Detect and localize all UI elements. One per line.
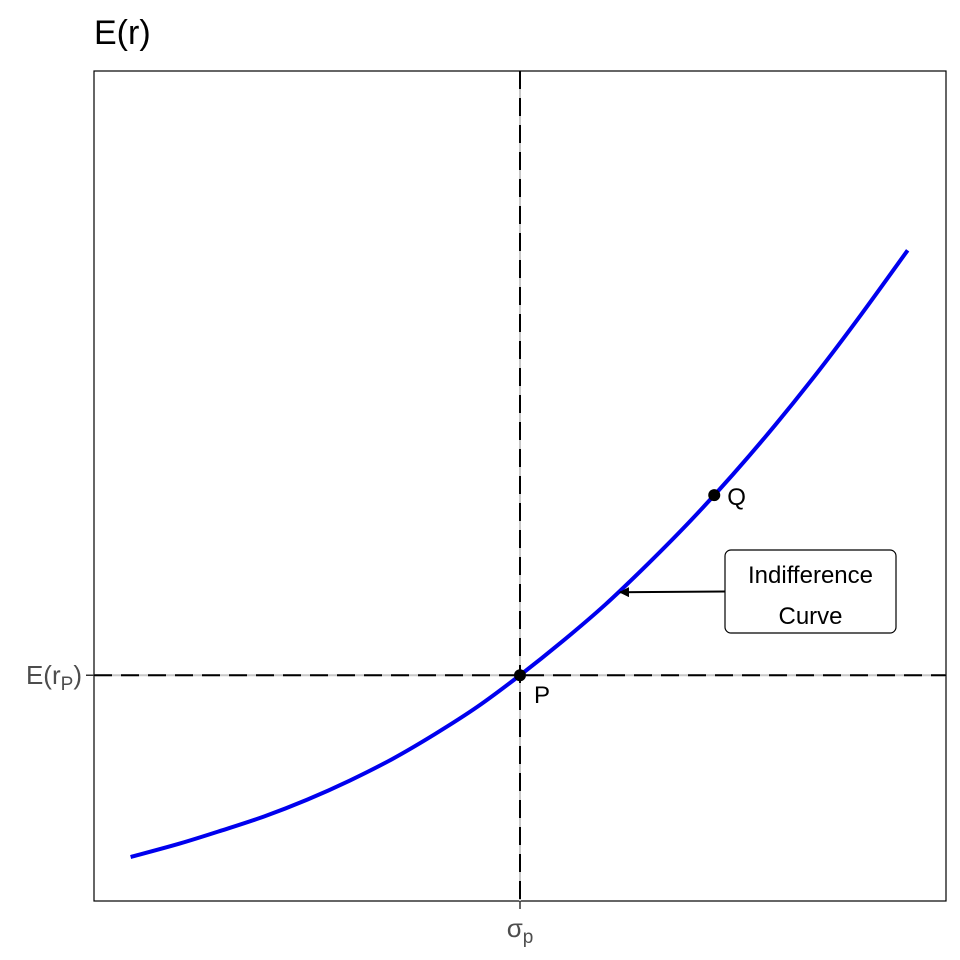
annotation-line-1: Curve [778,603,842,630]
point-p [514,669,526,682]
point-label-p: P [534,682,550,709]
series-line-indifference-curve [130,249,910,859]
y-axis-title: E(r) [94,14,151,52]
annotation-layer: Indifference Curve [618,549,897,634]
annotation-box [724,549,897,634]
ticks-layer: σp E(rP) [26,660,533,948]
reference-lines [94,71,946,901]
x-tick-label: σp [507,913,534,948]
point-q [708,489,721,502]
y-tick-label: E(rP) [26,660,82,695]
annotation-arrow [618,587,726,598]
annotation-line-0: Indifference [748,562,873,589]
point-label-q: Q [727,484,746,511]
points-layer: PQ [514,484,746,709]
series-layer [130,249,910,859]
